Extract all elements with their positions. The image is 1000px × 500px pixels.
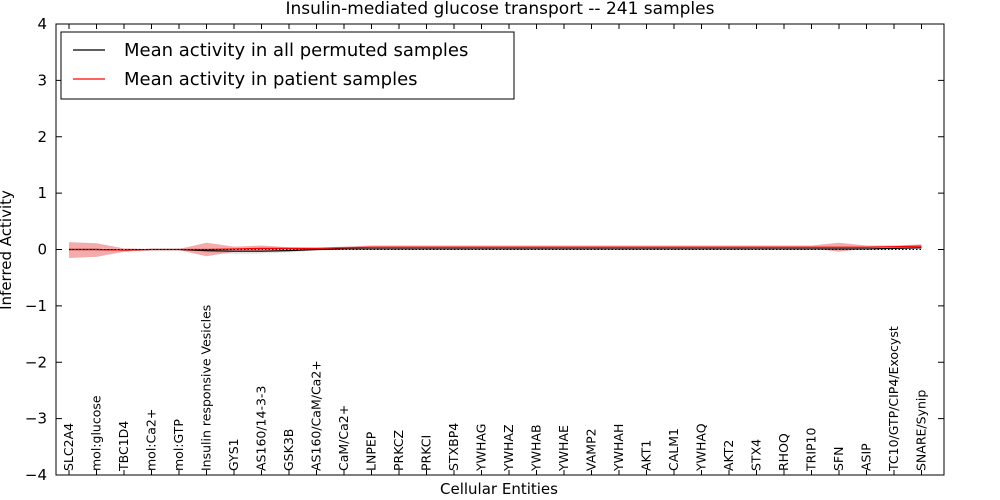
y-tick-label: 3 — [37, 71, 47, 89]
x-tick-label: PRKCI — [419, 435, 434, 471]
x-tick-label: VAMP2 — [584, 428, 599, 471]
x-tick-label: AKT1 — [639, 440, 654, 471]
legend-label-permuted: Mean activity in all permuted samples — [124, 40, 468, 61]
x-tick-label: LNPEP — [364, 431, 379, 471]
band-series-1 — [69, 242, 922, 258]
y-tick-label: −2 — [25, 353, 47, 371]
y-axis-title: Inferred Activity — [0, 190, 15, 310]
y-tick-label: 4 — [37, 15, 47, 33]
x-tick-label: mol:Ca2+ — [144, 409, 159, 471]
x-tick-label: mol:GTP — [171, 419, 186, 471]
x-tick-label: TC10/GTP/CIP4/Exocyst — [886, 326, 901, 472]
x-tick-label: CaM/Ca2+ — [336, 405, 351, 471]
x-tick-label: YWHAH — [611, 424, 626, 472]
y-tick-label: −1 — [25, 297, 47, 315]
x-tick-label: AS160/CaM/Ca2+ — [309, 360, 324, 471]
chart-title: Insulin-mediated glucose transport -- 24… — [286, 0, 715, 19]
x-tick-label: TBC1D4 — [116, 421, 131, 472]
y-tick-label: 1 — [37, 184, 47, 202]
y-tick-label: −4 — [25, 466, 47, 484]
x-tick-label: GSK3B — [281, 429, 296, 471]
x-tick-label: CALM1 — [666, 428, 681, 471]
x-tick-label: PRKCZ — [391, 430, 406, 471]
x-tick-label: SNARE/Synip — [914, 390, 929, 471]
x-tick-label: YWHAB — [529, 424, 544, 472]
x-tick-label: TRIP10 — [804, 428, 819, 472]
x-tick-label: mol:glucose — [89, 395, 104, 471]
legend-label-patient: Mean activity in patient samples — [124, 69, 418, 90]
legend-box — [60, 31, 515, 100]
x-tick-label: STX4 — [749, 439, 764, 471]
x-tick-label: YWHAQ — [694, 423, 709, 472]
x-tick-label: SFN — [831, 447, 846, 471]
x-tick-label: AS160/14-3-3 — [254, 386, 269, 471]
x-axis: SLC2A4 mol:glucose TBC1D4 mol:Ca2+ mol:GTP In… — [61, 24, 929, 475]
y-tick-label: 0 — [37, 241, 47, 259]
x-tick-label: AKT2 — [721, 440, 736, 471]
x-tick-label: Insulin responsive Vesicles — [199, 305, 214, 471]
y-tick-label: 2 — [37, 128, 47, 146]
line-series-1 — [69, 245, 922, 251]
x-tick-label: SLC2A4 — [61, 423, 76, 471]
x-axis-title: Cellular Entities — [440, 480, 558, 498]
legend: Mean activity in all permuted samples Me… — [60, 31, 515, 100]
x-tick-label: YWHAG — [474, 424, 489, 472]
y-axis: −4 −3 −2 −1 0 1 2 3 4 — [25, 15, 944, 484]
line-series-0 — [69, 247, 922, 252]
x-tick-label: YWHAZ — [501, 424, 516, 472]
x-tick-label: YWHAE — [556, 425, 571, 472]
y-tick-label: −3 — [25, 410, 47, 428]
series-lines — [69, 245, 922, 252]
x-tick-label: ASIP — [859, 443, 874, 471]
x-tick-label: STXBP4 — [446, 423, 461, 471]
x-tick-label: RHOQ — [776, 433, 791, 471]
x-tick-label: GYS1 — [226, 438, 241, 471]
